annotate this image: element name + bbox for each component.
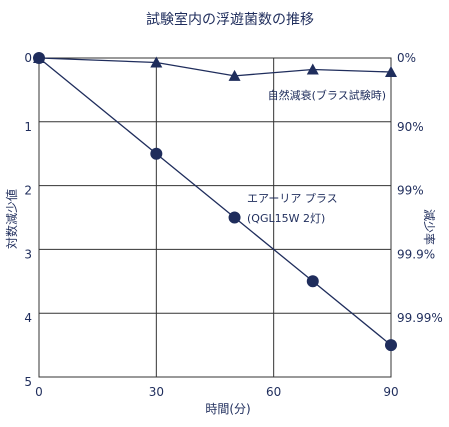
x-axis-label: 時間(分): [205, 402, 250, 416]
y-tick-label-left: 2: [24, 184, 32, 198]
grid: [38, 57, 392, 378]
circle-marker: [228, 211, 241, 224]
tick-labels: 0 30 60 90 0 1 2 3 4 5 0% 90% 99% 99.9% 99.99%: [24, 51, 442, 399]
x-tick-label: 0: [35, 385, 43, 399]
series-line-1: [38, 57, 392, 77]
annotation-airria-line2: (QGL15W 2灯): [247, 212, 325, 225]
triangle-marker: [150, 56, 163, 68]
y-tick-label-left: 1: [24, 120, 32, 134]
y-tick-label-left: 4: [24, 311, 32, 325]
y-tick-label-right: 90%: [397, 120, 424, 134]
y-tick-label-left: 3: [24, 247, 32, 261]
y-tick-label-left: 5: [24, 375, 32, 389]
triangle-marker: [306, 63, 319, 75]
x-tick-label: 30: [149, 385, 164, 399]
y-tick-label-right: 99.9%: [397, 247, 435, 261]
y-tick-label-right: 0%: [397, 51, 416, 65]
circle-marker: [306, 275, 319, 288]
chart-title: 試験室内の浮遊菌数の推移: [146, 11, 314, 28]
y-axis-label-right: 減少率: [422, 209, 437, 245]
y-axis-label-left: 対数減少値: [4, 189, 19, 249]
y-tick-label-left: 0: [24, 51, 32, 65]
series-group: [33, 52, 397, 352]
x-tick-label: 60: [266, 385, 281, 399]
y-tick-label-right: 99%: [397, 184, 424, 198]
triangle-marker: [385, 66, 397, 78]
plot-frame: [38, 57, 392, 378]
circle-marker: [385, 339, 397, 352]
annotation-natural-decay: 自然減衰(ブラス試験時): [268, 88, 386, 102]
annotation-airria-line1: エアーリア プラス: [247, 192, 338, 205]
circle-marker: [33, 52, 45, 64]
y-tick-label-right: 99.99%: [397, 311, 443, 325]
triangle-marker: [228, 69, 241, 81]
x-tick-label: 90: [383, 385, 398, 399]
circle-marker: [150, 147, 163, 160]
